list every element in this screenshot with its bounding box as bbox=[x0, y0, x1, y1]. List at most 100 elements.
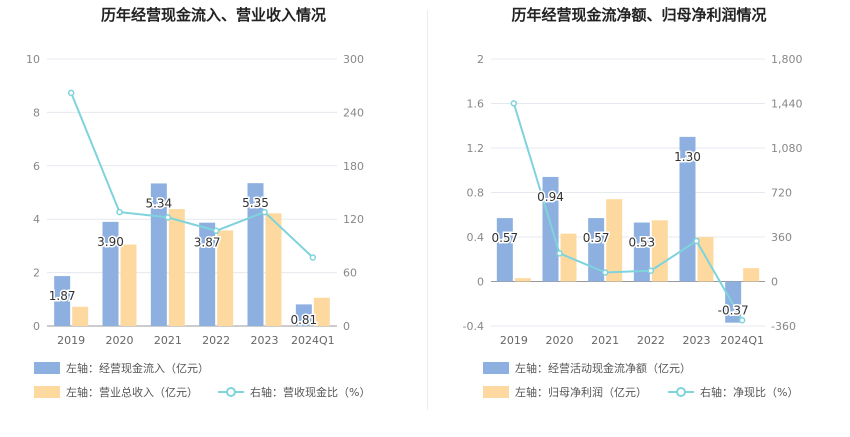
legend-item-inflow[interactable]: 左轴：经营现金流入（亿元） bbox=[34, 360, 209, 376]
data-label: 0.57 bbox=[491, 231, 518, 245]
ratio-line-point bbox=[309, 254, 317, 261]
ratio-line-point bbox=[212, 227, 220, 235]
legend-label: 右轴：营收现金比（%） bbox=[250, 386, 371, 399]
legend-label: 左轴：经营活动现金流净额（亿元） bbox=[515, 362, 691, 375]
panel-divider bbox=[427, 10, 428, 410]
ratio-line-point bbox=[67, 89, 75, 97]
data-label-halo: -0.37 bbox=[718, 304, 749, 318]
y-left-tick-label: -0.4 bbox=[463, 320, 484, 333]
bar-secondary bbox=[217, 230, 234, 326]
bar-secondary bbox=[651, 220, 668, 282]
bar-secondary bbox=[743, 268, 760, 282]
data-label: -0.37 bbox=[718, 304, 749, 318]
y-right-tick-label: 0 bbox=[343, 320, 350, 333]
data-label-halo: 0.57 bbox=[491, 231, 518, 245]
x-tick-label: 2021 bbox=[154, 334, 182, 347]
chart-title: 历年经营现金流入、营业收入情况 bbox=[100, 6, 326, 24]
bar-secondary bbox=[514, 278, 531, 282]
legend-label: 左轴：经营现金流入（亿元） bbox=[66, 362, 209, 375]
y-left-tick-label: 2 bbox=[33, 267, 40, 280]
x-tick-label: 2023 bbox=[251, 334, 279, 347]
y-left-tick-label: 10 bbox=[26, 53, 40, 66]
y-right-tick-label: 60 bbox=[343, 267, 357, 280]
bar-secondary bbox=[168, 209, 185, 326]
legend-item-ratio[interactable]: 右轴：营收现金比（%） bbox=[218, 384, 370, 400]
data-label-halo: 1.87 bbox=[49, 289, 76, 303]
ratio-line bbox=[512, 103, 744, 321]
ratio-line-point bbox=[693, 237, 700, 245]
bar-secondary bbox=[265, 213, 282, 326]
data-label: 0.57 bbox=[583, 231, 610, 245]
legend-swatch-bar-blue bbox=[483, 362, 509, 374]
y-right-tick-label: 1,440 bbox=[771, 98, 803, 111]
bar-primary bbox=[102, 221, 119, 326]
legend-item-cash-ratio[interactable]: 右轴：净现比（%） bbox=[668, 384, 798, 400]
bar-primary bbox=[247, 183, 264, 326]
chart-panel-net-cash: 历年经营现金流净额、归母净利润情况 -0.4 -360 0 0 0.4 360 0.8 720… bbox=[428, 0, 850, 437]
y-left-tick-label: 1.2 bbox=[467, 142, 485, 155]
bar-primary bbox=[295, 304, 312, 326]
chart-panel-cash-inflow: 历年经营现金流入、营业收入情况 0 0 2 60 4 120 6 180 8 240 10 300 20… bbox=[26, 6, 370, 400]
ratio-line-point bbox=[738, 316, 746, 324]
x-tick-label: 2019 bbox=[500, 334, 528, 347]
ratio-line-point bbox=[556, 250, 563, 257]
data-label-halo: 0.94 bbox=[537, 190, 564, 204]
y-right-tick-label: 240 bbox=[343, 106, 364, 119]
y-right-tick-label: 0 bbox=[771, 276, 778, 289]
ratio-line-point bbox=[510, 100, 518, 107]
data-label-halo: 3.87 bbox=[194, 236, 221, 250]
ratio-line-point bbox=[647, 267, 655, 274]
data-label: 3.90 bbox=[97, 235, 124, 249]
data-label: 5.34 bbox=[145, 196, 172, 210]
legend-item-net-cash[interactable]: 左轴：经营活动现金流净额（亿元） bbox=[483, 360, 691, 376]
data-label: 0.81 bbox=[290, 313, 317, 327]
bar-secondary bbox=[120, 244, 137, 326]
y-right-tick-label: 360 bbox=[771, 231, 792, 244]
data-label: 0.94 bbox=[537, 190, 564, 204]
bar-primary bbox=[150, 183, 167, 326]
y-left-tick-label: 0.4 bbox=[467, 231, 485, 244]
data-label-halo: 1.30 bbox=[674, 150, 701, 164]
legend-swatch-bar-orange bbox=[483, 386, 509, 398]
legend-item-revenue[interactable]: 左轴：营业总收入（亿元） bbox=[34, 384, 198, 400]
x-tick-label: 2024Q1 bbox=[720, 334, 764, 347]
data-label-halo: 0.53 bbox=[628, 236, 655, 250]
chart-title: 历年经营现金流净额、归母净利润情况 bbox=[511, 6, 767, 24]
y-right-tick-label: 1,080 bbox=[771, 142, 803, 155]
y-left-tick-label: 8 bbox=[33, 106, 40, 119]
chart-legend: 左轴：经营现金流入（亿元） 左轴：营业总收入（亿元） 右轴：营收现金比（%） bbox=[34, 360, 370, 400]
x-tick-label: 2022 bbox=[637, 334, 665, 347]
data-label-halo: 3.90 bbox=[97, 235, 124, 249]
legend-label: 右轴：净现比（%） bbox=[700, 386, 799, 399]
y-left-tick-label: 0 bbox=[33, 320, 40, 333]
x-tick-label: 2020 bbox=[546, 334, 574, 347]
x-tick-label: 2020 bbox=[106, 334, 134, 347]
y-right-tick-label: -360 bbox=[771, 320, 796, 333]
bar-primary bbox=[199, 222, 216, 326]
legend-label: 左轴：归母净利润（亿元） bbox=[515, 386, 647, 399]
data-label: 1.87 bbox=[49, 289, 76, 303]
chart-legend: 左轴：经营活动现金流净额（亿元） 左轴：归母净利润（亿元） 右轴：净现比（%） bbox=[428, 0, 850, 437]
data-label: 3.87 bbox=[194, 236, 221, 250]
legend-label: 左轴：营业总收入（亿元） bbox=[66, 386, 198, 399]
legend-item-net-profit[interactable]: 左轴：归母净利润（亿元） bbox=[483, 384, 647, 400]
x-tick-label: 2022 bbox=[202, 334, 230, 347]
bar-secondary bbox=[313, 297, 330, 326]
data-label: 1.30 bbox=[674, 150, 701, 164]
bar-primary bbox=[542, 176, 559, 282]
y-left-tick-label: 2 bbox=[477, 53, 484, 66]
data-label-halo: 5.35 bbox=[242, 196, 269, 210]
x-tick-label: 2021 bbox=[591, 334, 619, 347]
bar-primary bbox=[588, 218, 605, 282]
y-right-tick-label: 720 bbox=[771, 187, 792, 200]
bar-primary bbox=[496, 218, 513, 282]
y-left-tick-label: 0 bbox=[477, 276, 484, 289]
x-tick-label: 2023 bbox=[683, 334, 711, 347]
bar-primary bbox=[54, 276, 71, 326]
data-label-halo: 0.57 bbox=[583, 231, 610, 245]
y-left-tick-label: 4 bbox=[33, 213, 40, 226]
data-label-halo: 5.34 bbox=[145, 196, 172, 210]
data-label-halo: 0.81 bbox=[290, 313, 317, 327]
chart-cash-inflow-revenue: 0 0 2 60 4 120 6 180 8 240 10 300 2019 2020 2021 2022 20… bbox=[26, 53, 364, 347]
ratio-line-point bbox=[261, 208, 268, 216]
